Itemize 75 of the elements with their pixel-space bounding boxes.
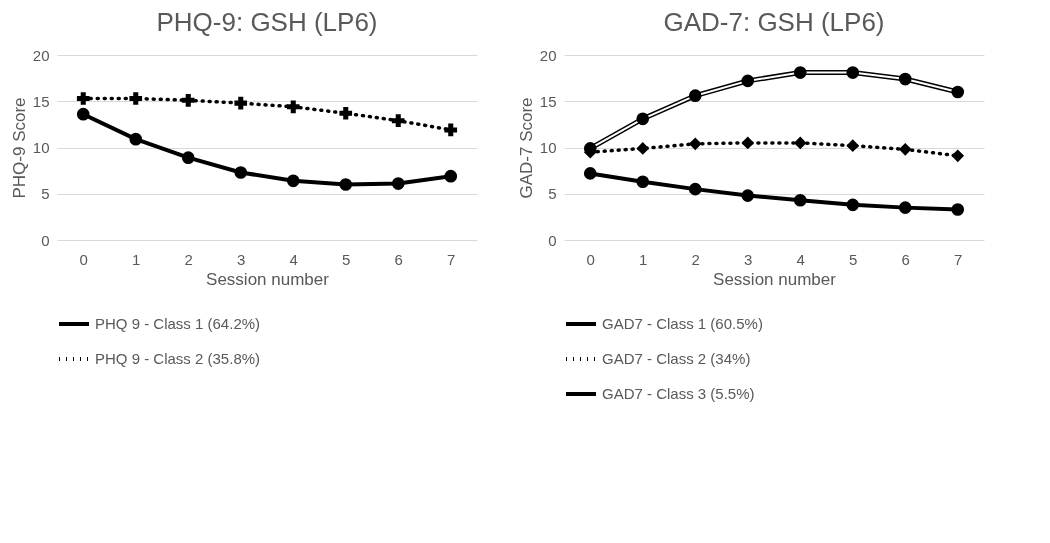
- point: [898, 201, 912, 214]
- point: [636, 175, 650, 189]
- x-axis-title: Session number: [206, 269, 330, 289]
- point: [181, 94, 195, 107]
- y-tick-label: 15: [539, 92, 557, 110]
- point: [846, 139, 860, 152]
- point: [898, 72, 912, 86]
- point: [688, 182, 702, 196]
- legend-label: GAD7 - Class 3 (5.5%): [602, 385, 755, 402]
- y-tick-label: 20: [539, 46, 557, 64]
- point: [898, 143, 912, 156]
- x-tick-label: 2: [691, 250, 700, 268]
- point: [741, 136, 755, 150]
- point: [688, 137, 702, 151]
- point: [129, 132, 143, 146]
- point: [234, 166, 248, 179]
- y-tick-label: 5: [548, 185, 557, 203]
- point: [636, 142, 650, 155]
- x-tick-label: 2: [184, 250, 193, 268]
- x-axis-title: Session number: [713, 269, 837, 289]
- legend-label: GAD7 - Class 2 (34%): [602, 350, 751, 367]
- x-tick-label: 3: [744, 250, 753, 268]
- point: [286, 100, 300, 114]
- point: [951, 85, 965, 99]
- x-tick-label: 6: [901, 250, 910, 268]
- point: [741, 74, 755, 88]
- x-tick-label: 5: [849, 250, 858, 268]
- y-tick-label: 5: [41, 185, 50, 203]
- point: [793, 136, 807, 150]
- legend-label: PHQ 9 - Class 2 (35.8%): [95, 350, 261, 367]
- legend-label: GAD7 - Class 1 (60.5%): [602, 315, 763, 332]
- point: [76, 107, 90, 121]
- point: [339, 106, 353, 120]
- x-tick-label: 3: [237, 250, 246, 268]
- x-tick-label: 1: [639, 250, 648, 268]
- y-tick-label: 0: [548, 231, 557, 249]
- legend-label: PHQ 9 - Class 1 (64.2%): [95, 315, 261, 332]
- point: [636, 112, 650, 126]
- point: [339, 178, 353, 191]
- point: [444, 123, 458, 137]
- y-tick-label: 10: [539, 139, 557, 156]
- point: [793, 193, 807, 207]
- point: [793, 66, 807, 79]
- chart-title: GAD-7: GSH (LP6): [663, 7, 885, 37]
- point: [181, 151, 195, 164]
- point: [286, 174, 300, 188]
- y-tick-label: 0: [41, 231, 50, 249]
- x-tick-label: 0: [586, 250, 595, 268]
- point: [391, 114, 405, 127]
- x-tick-label: 7: [447, 250, 456, 268]
- point: [846, 66, 860, 79]
- point: [76, 92, 90, 105]
- x-tick-label: 4: [796, 250, 805, 268]
- point: [234, 96, 248, 110]
- x-tick-label: 1: [132, 250, 141, 268]
- y-tick-label: 20: [32, 46, 50, 64]
- x-tick-label: 5: [342, 250, 351, 268]
- point: [444, 169, 458, 183]
- point: [129, 92, 143, 105]
- x-tick-label: 4: [289, 250, 298, 268]
- y-tick-label: 10: [32, 139, 50, 156]
- point: [951, 203, 965, 216]
- x-tick-label: 0: [79, 250, 88, 268]
- point: [391, 177, 405, 190]
- point: [846, 198, 860, 212]
- x-tick-label: 7: [954, 250, 963, 268]
- point: [741, 189, 755, 202]
- y-axis-title: GAD-7 Score: [516, 97, 536, 199]
- chart-title: PHQ-9: GSH (LP6): [156, 7, 378, 37]
- point: [583, 167, 597, 180]
- point: [688, 89, 702, 103]
- y-tick-label: 15: [32, 92, 50, 110]
- y-axis-title: PHQ-9 Score: [9, 97, 29, 199]
- point: [951, 149, 965, 163]
- x-tick-label: 6: [394, 250, 403, 268]
